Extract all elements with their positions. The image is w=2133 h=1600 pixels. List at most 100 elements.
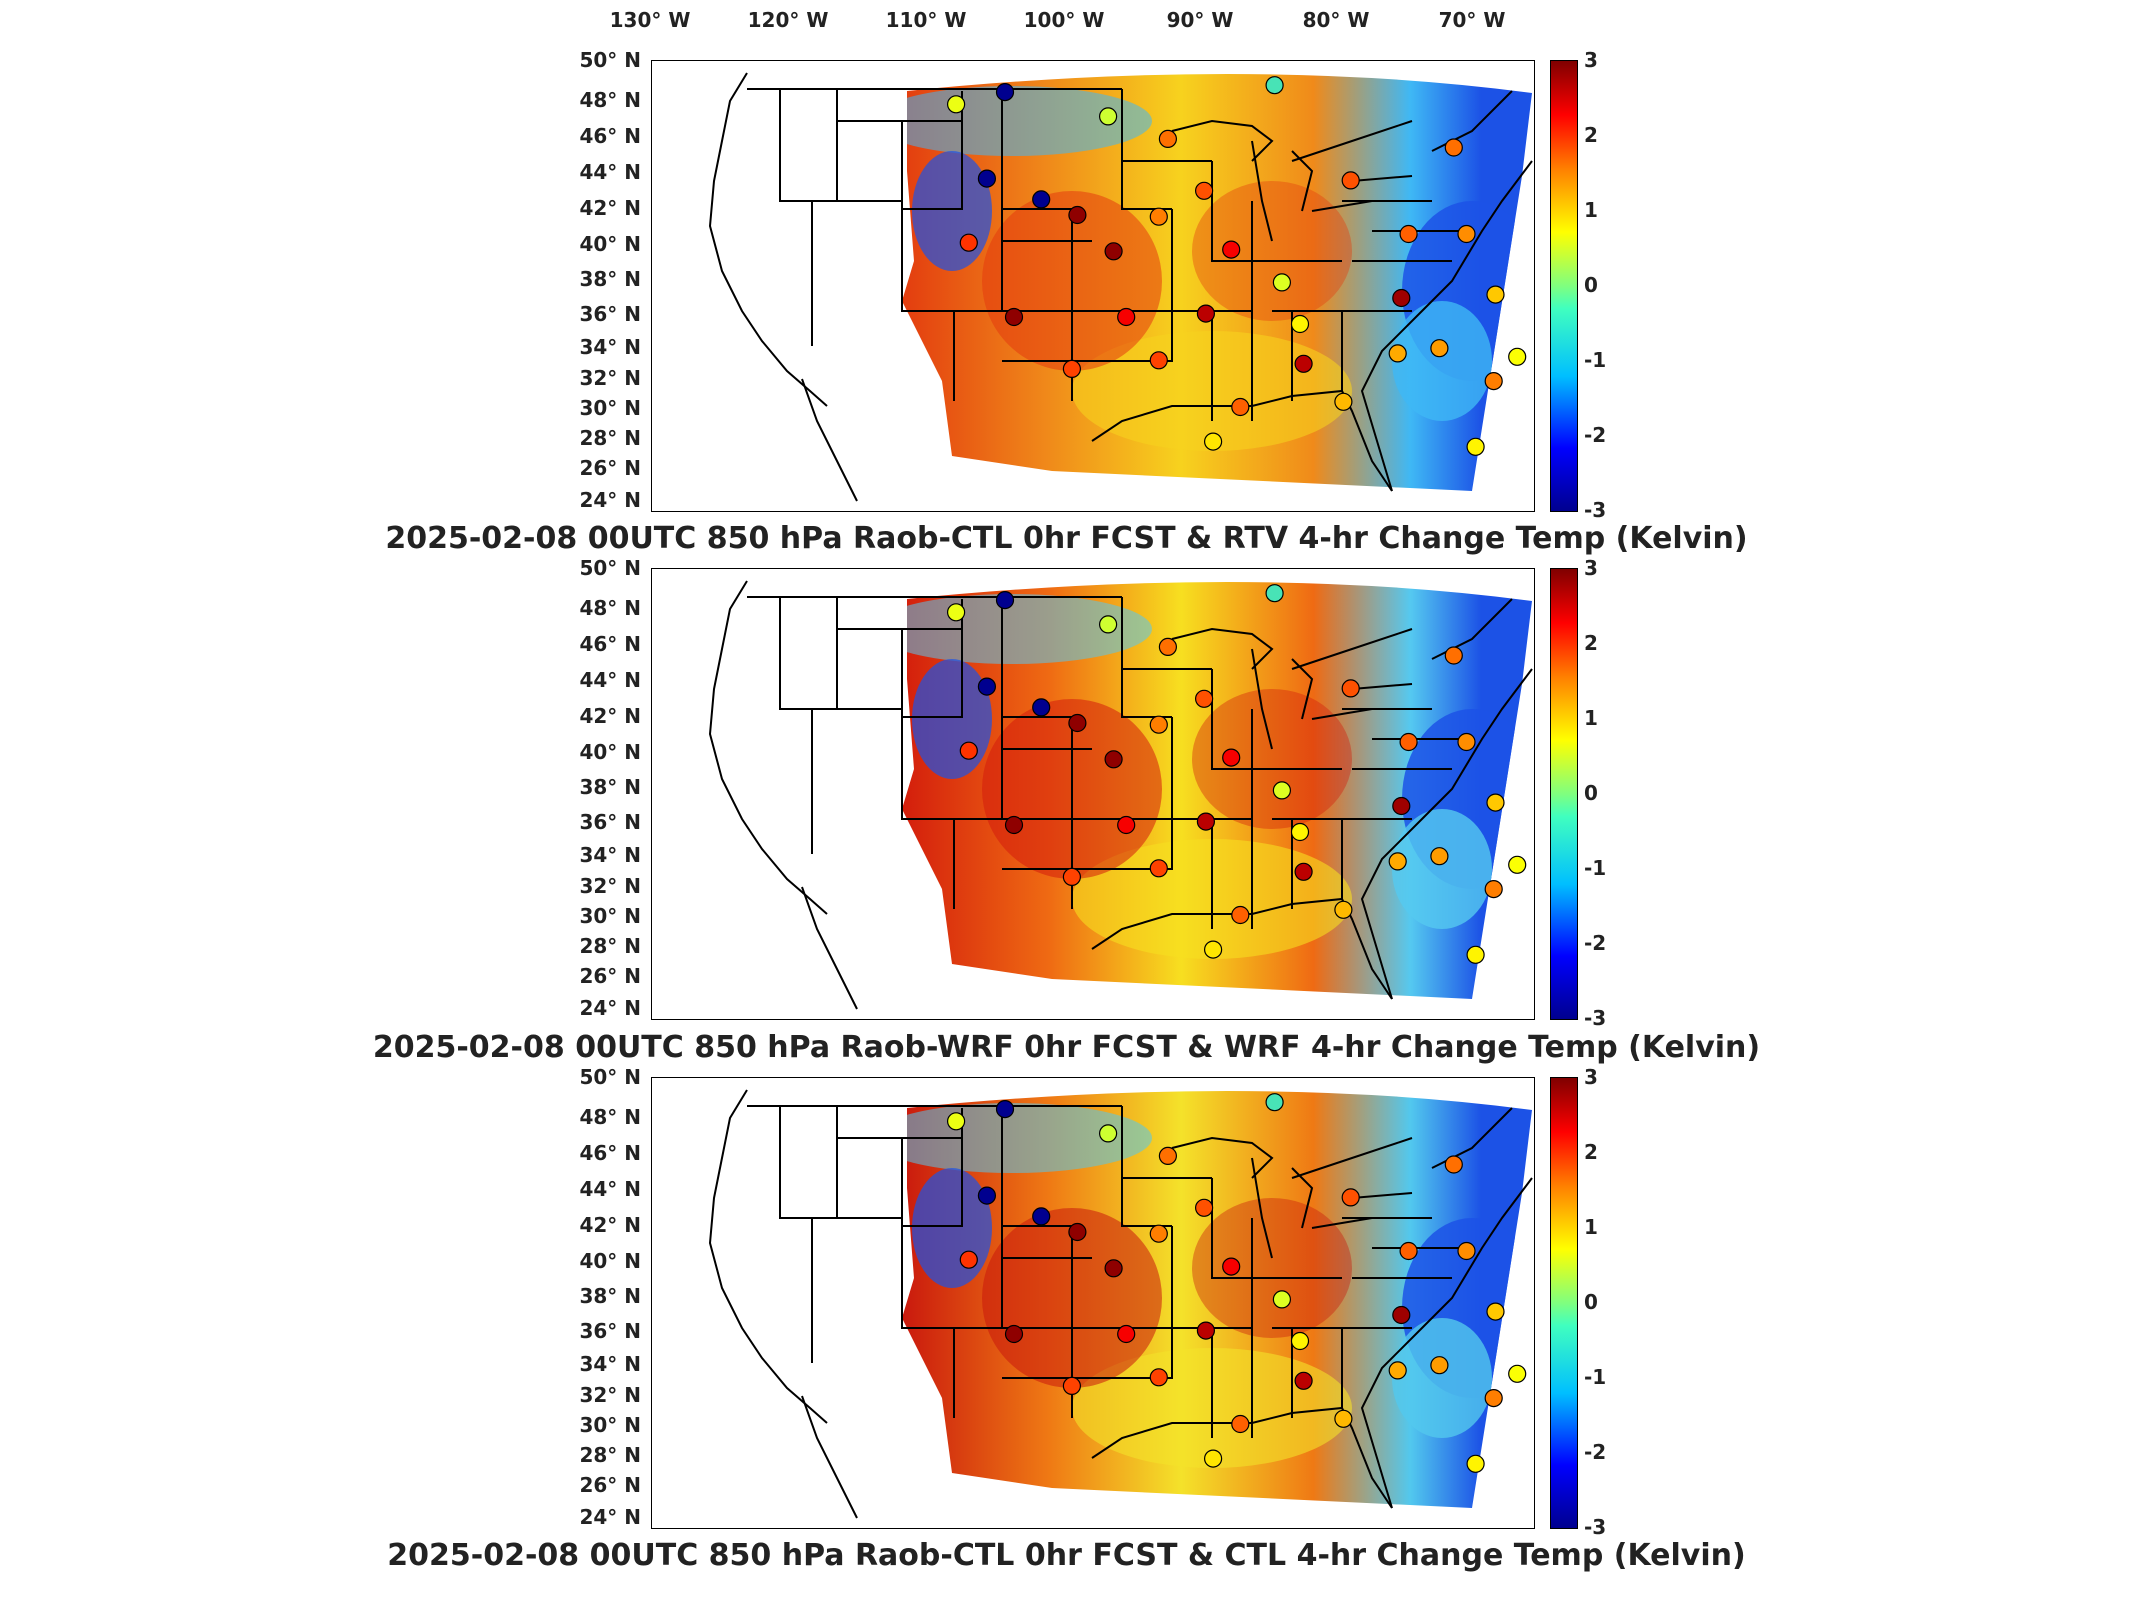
- raob-station: [1466, 945, 1485, 964]
- raob-station: [1392, 288, 1411, 308]
- colorbar-tick-label: 1: [1584, 1215, 1598, 1239]
- raob-station: [1430, 847, 1449, 866]
- map-frame: [651, 568, 1535, 1020]
- latitude-label: 50° N: [579, 1065, 641, 1089]
- raob-station: [1388, 852, 1407, 871]
- longitude-axis: 130° W 120° W 110° W 100° W 90° W 80° W 70° W: [0, 0, 2133, 40]
- colorbar-tick-label: -1: [1584, 1365, 1607, 1389]
- raob-stations: [947, 1093, 1527, 1473]
- raob-station: [1444, 646, 1463, 665]
- raob-station: [1508, 347, 1527, 366]
- raob-station: [1272, 273, 1292, 292]
- latitude-label: 26° N: [579, 964, 641, 988]
- colorbar-tick-label: 3: [1584, 48, 1598, 72]
- raob-station: [1149, 715, 1168, 734]
- raob-station: [1430, 1356, 1449, 1375]
- latitude-label: 24° N: [579, 996, 641, 1020]
- temperature-change-field: [902, 1090, 1532, 1508]
- latitude-label: 48° N: [579, 596, 641, 620]
- raob-station: [995, 591, 1015, 610]
- raob-station: [1466, 1454, 1485, 1473]
- raob-station: [1484, 372, 1503, 391]
- latitude-label: 44° N: [579, 160, 641, 184]
- raob-station: [1062, 1376, 1081, 1395]
- raob-stations: [947, 76, 1527, 456]
- colorbar-tick-label: -3: [1584, 498, 1607, 522]
- latitude-label: 38° N: [579, 1284, 641, 1308]
- latitude-label: 40° N: [579, 740, 641, 764]
- latitude-label: 26° N: [579, 1473, 641, 1497]
- raob-station: [1290, 822, 1310, 842]
- raob-station: [1484, 1389, 1503, 1408]
- raob-station: [1457, 1241, 1476, 1261]
- raob-station: [1149, 1368, 1168, 1387]
- latitude-label: 24° N: [579, 488, 641, 512]
- colorbar-tick-label: 1: [1584, 706, 1598, 730]
- latitude-label: 42° N: [579, 1213, 641, 1237]
- latitude-label: 40° N: [579, 1249, 641, 1273]
- raob-station: [1104, 1259, 1123, 1278]
- map-canvas: [708, 72, 1533, 502]
- longitude-label: 80° W: [1302, 8, 1370, 32]
- colorbar-tick-label: -3: [1584, 1006, 1607, 1030]
- raob-station: [947, 95, 966, 114]
- raob-station: [1196, 1321, 1216, 1340]
- colorbar: [1550, 568, 1578, 1020]
- raob-station: [1341, 1188, 1360, 1207]
- colorbar-tick-label: -3: [1584, 1515, 1607, 1539]
- raob-station: [1104, 242, 1123, 261]
- panel-title: 2025-02-08 00UTC 850 hPa Raob-CTL 0hr FC…: [385, 521, 1748, 556]
- raob-station: [1444, 1155, 1463, 1174]
- raob-station: [1399, 224, 1418, 244]
- latitude-label: 30° N: [579, 396, 641, 420]
- raob-station: [977, 677, 996, 696]
- raob-station: [1290, 1331, 1310, 1351]
- latitude-label: 50° N: [579, 556, 641, 580]
- colorbar-tick-label: -1: [1584, 348, 1607, 372]
- latitude-label: 28° N: [579, 934, 641, 958]
- raob-station: [1149, 207, 1168, 226]
- latitude-label: 36° N: [579, 302, 641, 326]
- raob-station: [1203, 1449, 1223, 1468]
- latitude-label: 34° N: [579, 1352, 641, 1376]
- raob-station: [977, 1186, 996, 1205]
- raob-station: [1399, 732, 1418, 752]
- raob-station: [959, 1250, 978, 1269]
- raob-station: [1272, 1290, 1292, 1309]
- raob-station: [1294, 862, 1313, 881]
- raob-station: [1341, 171, 1360, 190]
- raob-station: [1117, 307, 1136, 327]
- temperature-change-field: [902, 581, 1532, 999]
- colorbar-tick-label: -2: [1584, 423, 1607, 447]
- latitude-label: 34° N: [579, 843, 641, 867]
- latitude-label: 42° N: [579, 704, 641, 728]
- colorbar-tick-label: 3: [1584, 556, 1598, 580]
- panel-title: 2025-02-08 00UTC 850 hPa Raob-CTL 0hr FC…: [387, 1538, 1746, 1573]
- raob-station: [1392, 1305, 1411, 1325]
- latitude-label: 46° N: [579, 124, 641, 148]
- raob-station: [1231, 905, 1250, 925]
- raob-station: [1032, 698, 1051, 717]
- latitude-label: 30° N: [579, 1413, 641, 1437]
- panel-title: 2025-02-08 00UTC 850 hPa Raob-WRF 0hr FC…: [372, 1030, 1761, 1065]
- raob-station: [1508, 855, 1527, 874]
- colorbar-tick-label: -2: [1584, 931, 1607, 955]
- colorbar-tick-label: 2: [1584, 123, 1598, 147]
- latitude-label: 50° N: [579, 48, 641, 72]
- raob-station: [959, 741, 978, 760]
- state-boundaries: [708, 1089, 1533, 1519]
- raob-station: [995, 1100, 1015, 1119]
- raob-station: [1004, 307, 1024, 327]
- raob-station: [959, 233, 978, 252]
- raob-station: [1004, 815, 1024, 835]
- raob-station: [1265, 1093, 1284, 1112]
- state-boundaries: [708, 72, 1533, 502]
- longitude-label: 130° W: [609, 8, 691, 32]
- raob-station: [1196, 304, 1216, 323]
- raob-station: [1158, 1146, 1178, 1166]
- latitude-label: 32° N: [579, 366, 641, 390]
- colorbar: [1550, 1077, 1578, 1529]
- raob-station: [1399, 1241, 1418, 1261]
- raob-station: [1203, 940, 1223, 959]
- raob-station: [995, 83, 1015, 102]
